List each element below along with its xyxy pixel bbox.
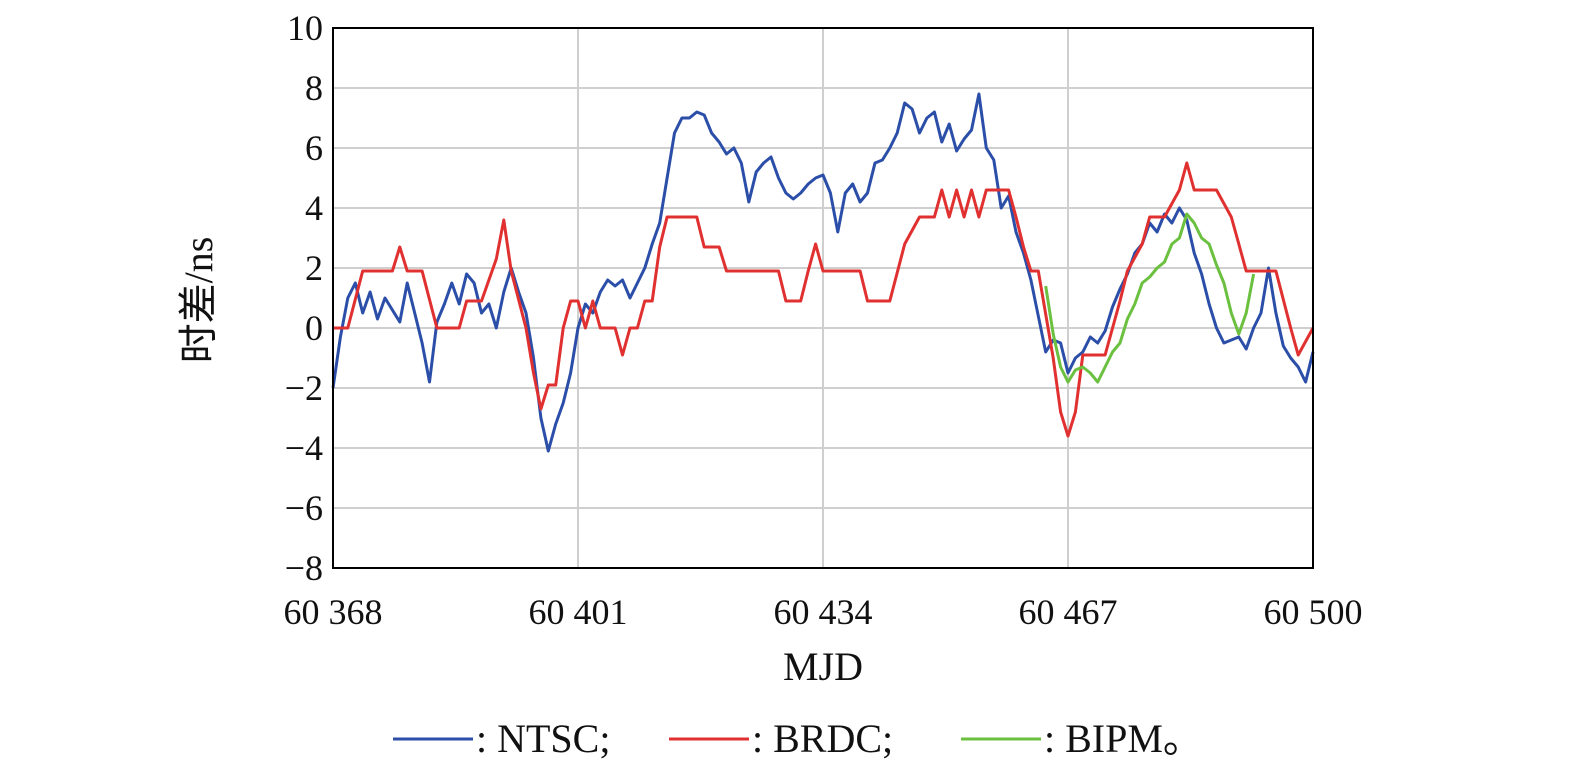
x-tick-label: 60 467 [1019, 592, 1118, 632]
y-tick-label: 10 [287, 8, 323, 48]
legend-label-brdc: : BRDC; [752, 716, 893, 760]
y-tick-label: −8 [285, 548, 323, 588]
y-tick-label: 8 [305, 68, 323, 108]
series-line-ntsc [331, 92, 1315, 453]
x-axis-title: MJD [783, 644, 863, 689]
legend-label-bipm: : BIPM。 [1044, 716, 1203, 760]
y-tick-label: −6 [285, 488, 323, 528]
y-tick-label: 2 [305, 248, 323, 288]
y-tick-label: 6 [305, 128, 323, 168]
x-tick-labels: 60 368 60 401 60 434 60 467 60 500 [284, 592, 1363, 632]
legend-label-ntsc: : NTSC; [476, 716, 610, 760]
x-tick-label: 60 368 [284, 592, 383, 632]
series-line-bipm [1044, 212, 1256, 384]
series-line-brdc [333, 161, 1315, 438]
x-tick-label: 60 434 [774, 592, 873, 632]
y-axis-title: 时差/ns [176, 237, 221, 364]
legend: : NTSC; : BRDC; : BIPM。 [393, 716, 1203, 760]
y-tick-label: 0 [305, 308, 323, 348]
x-tick-label: 60 500 [1264, 592, 1363, 632]
x-tick-label: 60 401 [529, 592, 628, 632]
y-tick-label: −4 [285, 428, 323, 468]
grid-lines [332, 27, 1314, 569]
y-tick-label: 4 [305, 188, 323, 228]
y-tick-label: −2 [285, 368, 323, 408]
y-tick-labels: −8 −6 −4 −2 0 2 4 6 8 10 [285, 8, 323, 588]
series-lines [331, 92, 1315, 453]
plot-frame [332, 27, 1314, 569]
